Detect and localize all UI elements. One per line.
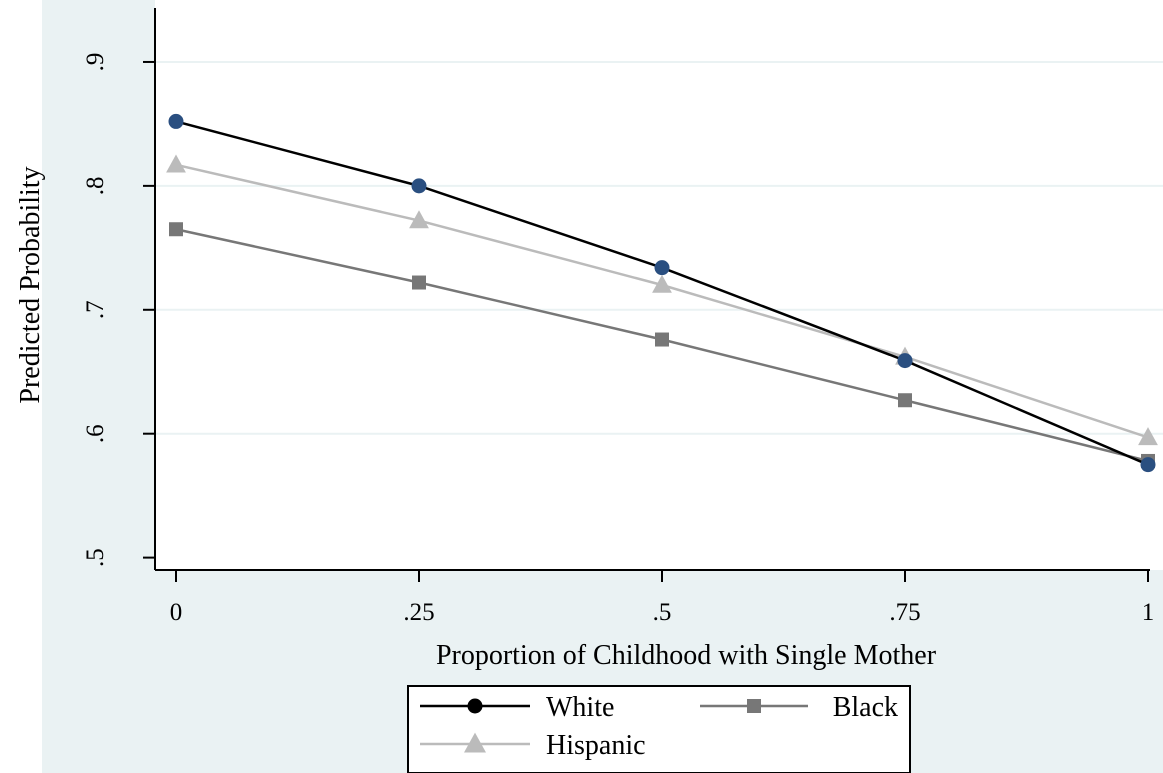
data-point xyxy=(168,113,184,129)
data-point xyxy=(1140,457,1156,473)
y-axis-title: Predicted Probability xyxy=(15,166,46,403)
data-point xyxy=(652,274,672,293)
gridlines xyxy=(155,60,1163,435)
data-point xyxy=(897,353,913,369)
data-point xyxy=(166,154,186,173)
legend: White Black Hispanic xyxy=(407,685,911,773)
y-tick-label: .7 xyxy=(82,300,109,319)
x-axis-title: Proportion of Childhood with Single Moth… xyxy=(436,640,937,671)
legend-item-hispanic: Hispanic xyxy=(420,730,646,761)
legend-label: Hispanic xyxy=(546,730,646,761)
series-hispanic xyxy=(166,154,1158,446)
y-tick-label: .9 xyxy=(82,53,109,72)
data-point xyxy=(412,275,426,290)
x-tick-label: .75 xyxy=(889,599,920,626)
legend-box xyxy=(407,685,911,773)
data-point xyxy=(654,260,670,276)
data-point xyxy=(467,698,483,714)
data-point xyxy=(411,178,427,194)
x-axis-ticks: 0 .25 .5 .75 1 xyxy=(170,570,1155,626)
legend-label: Black xyxy=(833,692,898,723)
legend-item-black: Black xyxy=(700,692,898,723)
data-point xyxy=(898,393,912,408)
data-point xyxy=(1138,427,1158,446)
legend-item-white: White xyxy=(420,692,614,723)
data-point xyxy=(655,332,669,347)
x-tick-label: 1 xyxy=(1142,599,1155,626)
y-axis-ticks: .5 .6 .7 .8 .9 xyxy=(82,53,155,567)
data-point xyxy=(169,222,183,237)
y-tick-label: .6 xyxy=(82,424,109,443)
data-point xyxy=(409,210,429,229)
x-tick-label: .25 xyxy=(403,599,434,626)
series-black xyxy=(169,222,1155,468)
x-tick-label: .5 xyxy=(653,599,672,626)
data-point xyxy=(747,699,761,713)
series-layer xyxy=(166,113,1158,473)
series-white xyxy=(168,113,1156,473)
legend-label: White xyxy=(546,692,614,723)
x-tick-label: 0 xyxy=(170,599,183,626)
y-tick-label: .8 xyxy=(82,176,109,195)
data-point xyxy=(464,732,486,753)
y-tick-label: .5 xyxy=(82,548,109,567)
